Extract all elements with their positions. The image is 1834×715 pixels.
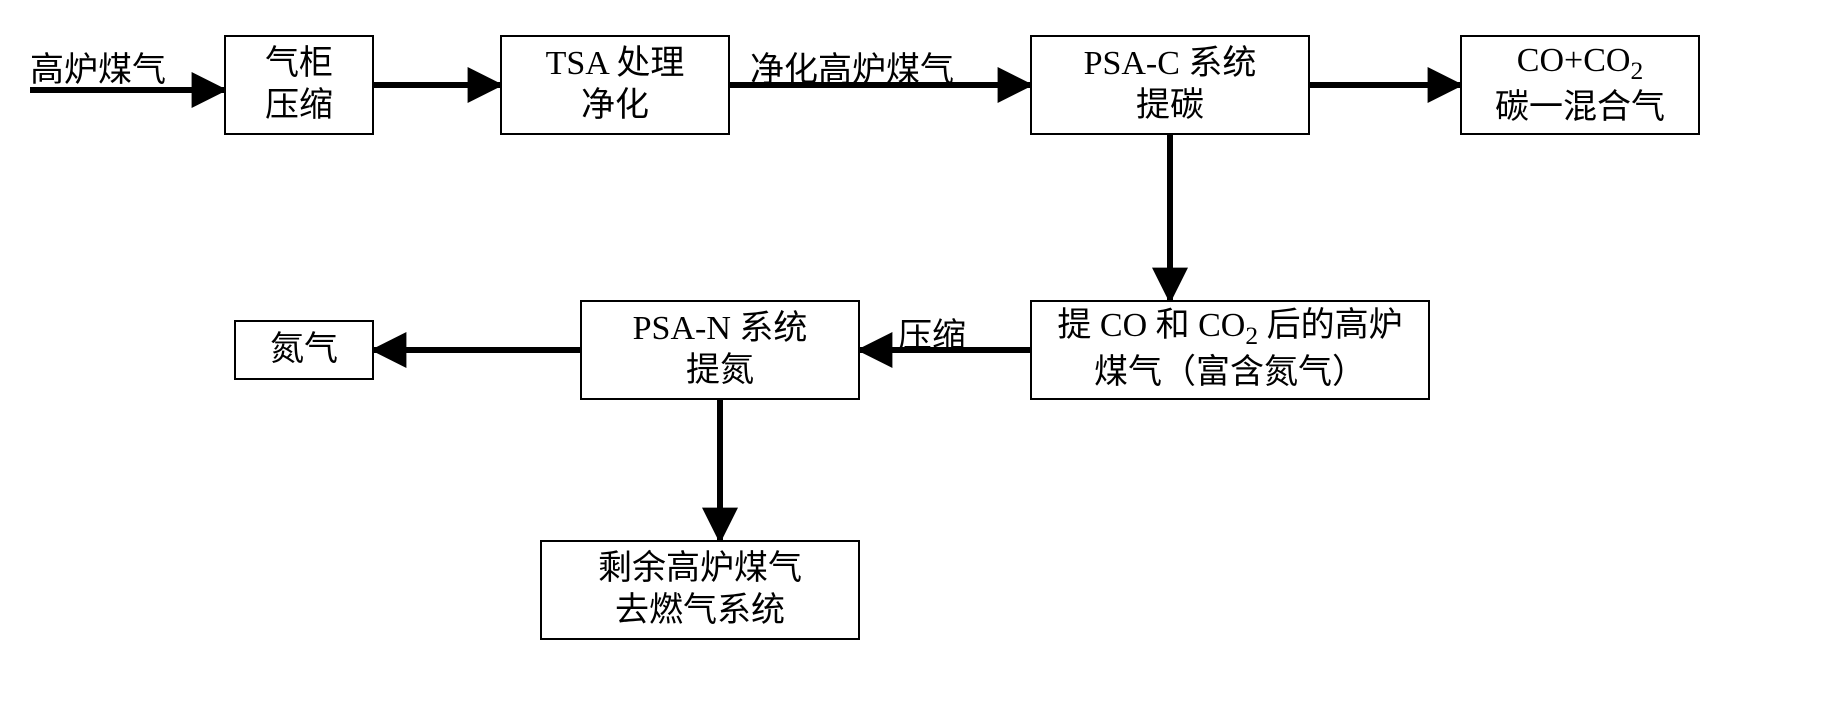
box-line2: 碳一混合气 bbox=[1495, 87, 1665, 130]
box-co-co2-mix: CO+CO2 碳一混合气 bbox=[1460, 35, 1700, 135]
box-line1: CO+CO2 bbox=[1517, 40, 1643, 87]
box-line2: 净化 bbox=[581, 85, 649, 128]
box-residual-to-fuel: 剩余高炉煤气 去燃气系统 bbox=[540, 540, 860, 640]
box-line1: PSA-N 系统 bbox=[633, 308, 808, 351]
box-line1: 氮气 bbox=[270, 329, 338, 372]
box-line1: PSA-C 系统 bbox=[1084, 43, 1257, 86]
box-psa-n: PSA-N 系统 提氮 bbox=[580, 300, 860, 400]
box-line2: 提碳 bbox=[1136, 85, 1204, 128]
box-nitrogen: 氮气 bbox=[234, 320, 374, 380]
box-line2: 提氮 bbox=[686, 350, 754, 393]
label-compress: 压缩 bbox=[898, 308, 966, 357]
box-line1: 剩余高炉煤气 bbox=[598, 548, 802, 591]
box-line2: 去燃气系统 bbox=[615, 590, 785, 633]
box-line1: 气柜 bbox=[265, 43, 333, 86]
label-input: 高炉煤气 bbox=[30, 42, 166, 91]
box-line1: 提 CO 和 CO2 后的高炉 bbox=[1057, 305, 1402, 352]
label-purified: 净化高炉煤气 bbox=[750, 42, 954, 91]
box-line1: TSA 处理 bbox=[546, 43, 685, 86]
box-gas-holder-compress: 气柜 压缩 bbox=[224, 35, 374, 135]
box-line2: 压缩 bbox=[265, 85, 333, 128]
box-psa-c: PSA-C 系统 提碳 bbox=[1030, 35, 1310, 135]
box-line2: 煤气（富含氮气） bbox=[1094, 352, 1366, 395]
box-remaining-gas-n2rich: 提 CO 和 CO2 后的高炉 煤气（富含氮气） bbox=[1030, 300, 1430, 400]
box-tsa-purify: TSA 处理 净化 bbox=[500, 35, 730, 135]
